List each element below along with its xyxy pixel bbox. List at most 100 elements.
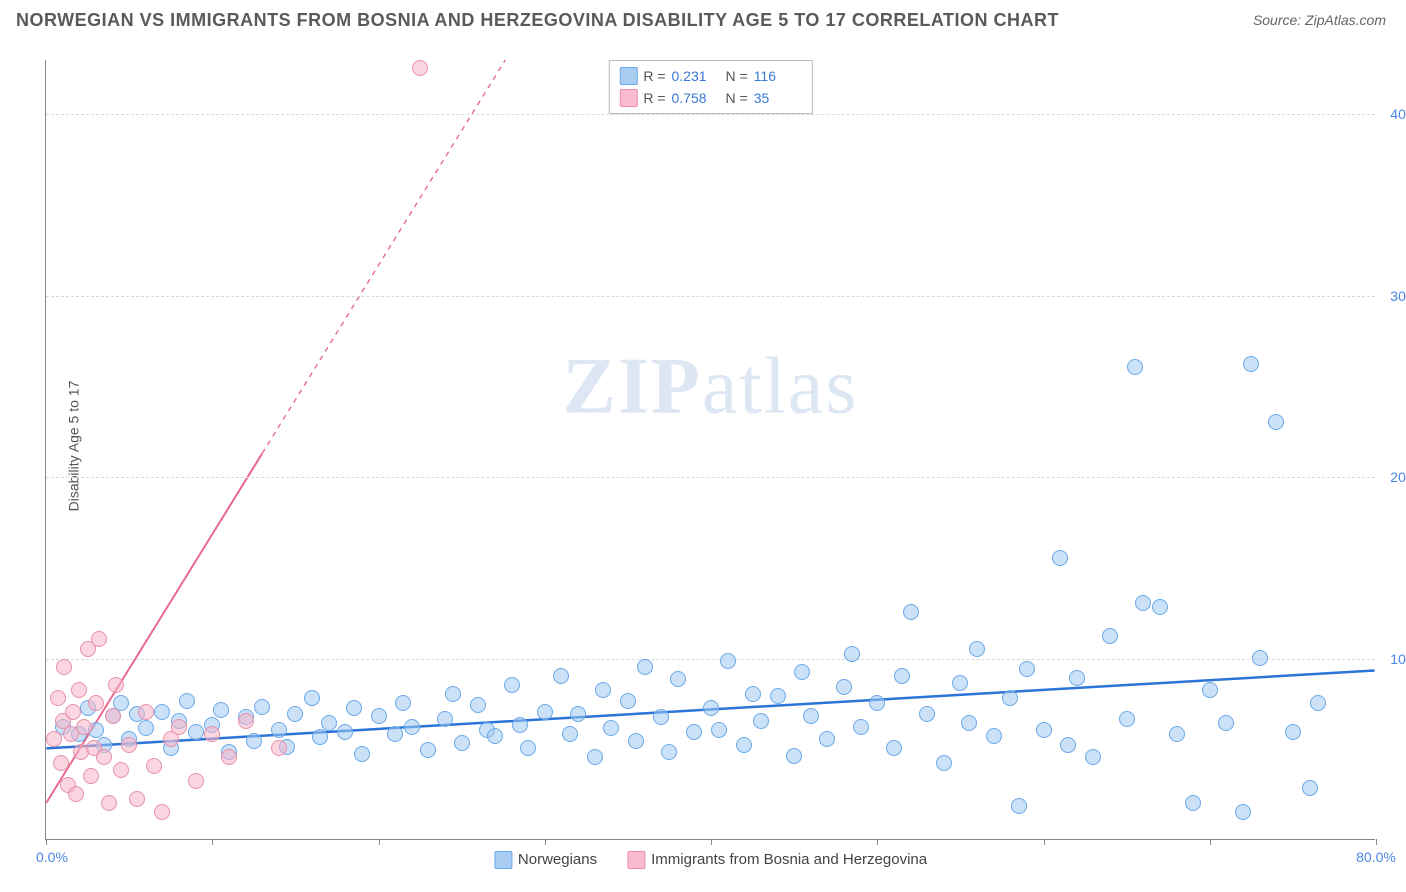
scatter-point (1052, 550, 1068, 566)
ytick-label: 10.0% (1390, 651, 1406, 667)
legend-n-blue: 116 (754, 68, 802, 84)
scatter-point (1252, 650, 1268, 666)
scatter-point (570, 706, 586, 722)
scatter-point (271, 722, 287, 738)
scatter-point (1152, 599, 1168, 615)
scatter-point (395, 695, 411, 711)
scatter-point (387, 726, 403, 742)
scatter-point (1169, 726, 1185, 742)
scatter-point (188, 724, 204, 740)
scatter-point (105, 708, 121, 724)
scatter-point (246, 733, 262, 749)
legend-swatch-pink (619, 89, 637, 107)
scatter-point (171, 719, 187, 735)
legend-n-label-2: N = (726, 90, 748, 106)
scatter-point (753, 713, 769, 729)
scatter-point (108, 677, 124, 693)
legend-name-pink: Immigrants from Bosnia and Herzegovina (651, 851, 927, 868)
scatter-point (894, 668, 910, 684)
scatter-point (1185, 795, 1201, 811)
scatter-point (620, 693, 636, 709)
legend-item-blue: Norwegians (494, 851, 597, 869)
scatter-point (1036, 722, 1052, 738)
scatter-point (1019, 661, 1035, 677)
scatter-point (886, 740, 902, 756)
scatter-point (337, 724, 353, 740)
scatter-point (53, 755, 69, 771)
xtick-mark (545, 839, 546, 845)
scatter-point (129, 791, 145, 807)
scatter-point (1302, 780, 1318, 796)
scatter-point (1011, 798, 1027, 814)
scatter-point (76, 719, 92, 735)
scatter-point (487, 728, 503, 744)
scatter-point (1127, 359, 1143, 375)
scatter-point (512, 717, 528, 733)
scatter-point (670, 671, 686, 687)
scatter-point (961, 715, 977, 731)
scatter-point (221, 749, 237, 765)
legend-item-pink: Immigrants from Bosnia and Herzegovina (627, 851, 927, 869)
scatter-point (50, 690, 66, 706)
gridline-y (46, 296, 1375, 297)
ytick-label: 40.0% (1390, 106, 1406, 122)
scatter-point (720, 653, 736, 669)
scatter-point (138, 720, 154, 736)
source-label: Source: ZipAtlas.com (1253, 12, 1386, 28)
gridline-y (46, 659, 1375, 660)
scatter-point (711, 722, 727, 738)
scatter-point (1310, 695, 1326, 711)
scatter-point (96, 749, 112, 765)
scatter-point (745, 686, 761, 702)
legend-swatch-pink-bot (627, 851, 645, 869)
scatter-point (445, 686, 461, 702)
scatter-point (520, 740, 536, 756)
ytick-label: 20.0% (1390, 469, 1406, 485)
scatter-point (794, 664, 810, 680)
scatter-point (138, 704, 154, 720)
xtick-mark (711, 839, 712, 845)
scatter-point (653, 709, 669, 725)
scatter-point (553, 668, 569, 684)
scatter-point (454, 735, 470, 751)
scatter-point (770, 688, 786, 704)
scatter-point (1119, 711, 1135, 727)
xtick-mark (877, 839, 878, 845)
scatter-point (146, 758, 162, 774)
xtick-mark (379, 839, 380, 845)
scatter-point (346, 700, 362, 716)
scatter-point (71, 682, 87, 698)
legend-r-blue: 0.231 (672, 68, 720, 84)
ytick-label: 30.0% (1390, 288, 1406, 304)
scatter-point (853, 719, 869, 735)
scatter-point (1218, 715, 1234, 731)
scatter-point (1135, 595, 1151, 611)
scatter-point (637, 659, 653, 675)
scatter-point (1069, 670, 1085, 686)
scatter-point (537, 704, 553, 720)
scatter-point (686, 724, 702, 740)
scatter-point (154, 804, 170, 820)
legend-swatch-blue (619, 67, 637, 85)
scatter-point (919, 706, 935, 722)
watermark: ZIPatlas (563, 342, 859, 433)
legend-n-pink: 35 (754, 90, 802, 106)
scatter-point (869, 695, 885, 711)
scatter-point (68, 786, 84, 802)
scatter-point (179, 693, 195, 709)
scatter-point (1002, 690, 1018, 706)
scatter-point (819, 731, 835, 747)
scatter-point (1202, 682, 1218, 698)
legend-r-label-2: R = (643, 90, 665, 106)
xtick-mark (212, 839, 213, 845)
scatter-point (844, 646, 860, 662)
gridline-y (46, 477, 1375, 478)
legend-stats-row-blue: R = 0.231 N = 116 (619, 65, 801, 87)
scatter-point (321, 715, 337, 731)
scatter-point (437, 711, 453, 727)
scatter-point (371, 708, 387, 724)
xtick-mark (1210, 839, 1211, 845)
scatter-point (1102, 628, 1118, 644)
scatter-point (238, 713, 254, 729)
scatter-point (56, 659, 72, 675)
